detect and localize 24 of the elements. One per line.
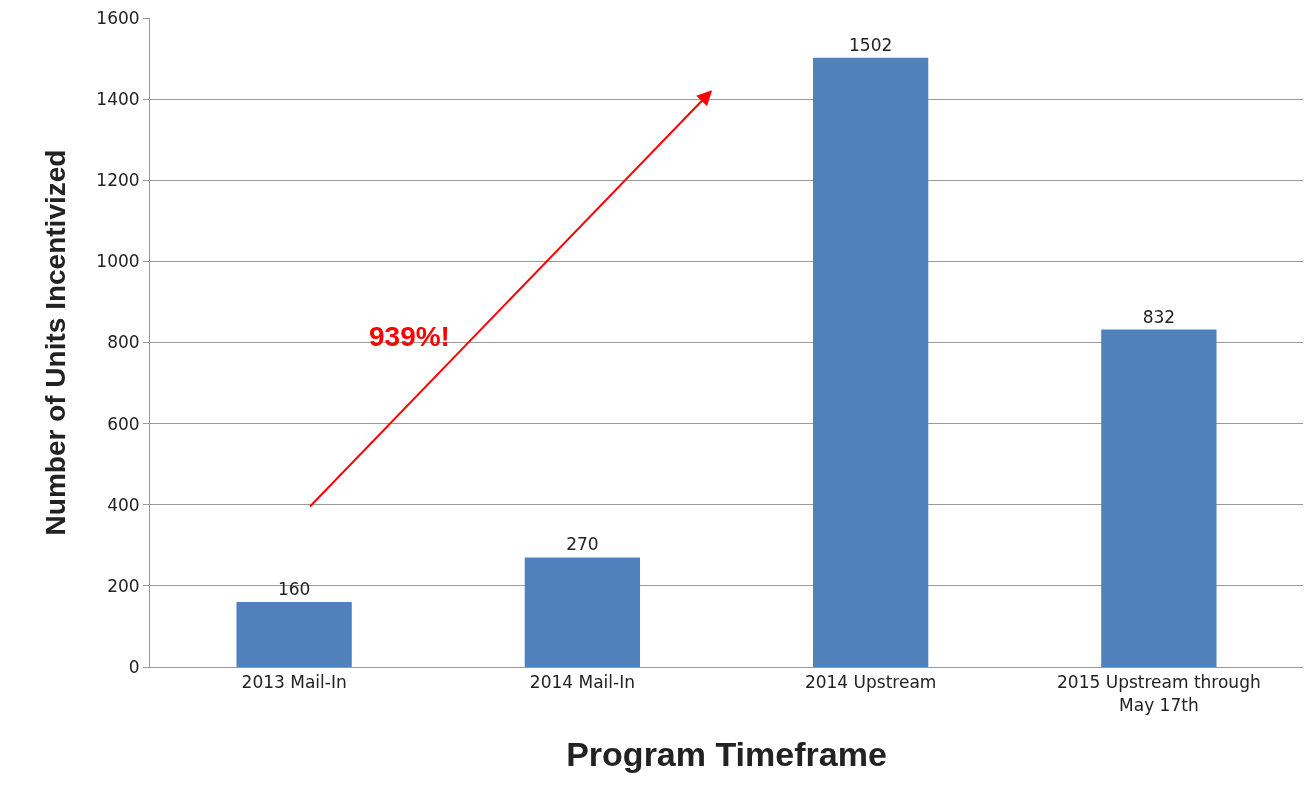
- y-tick-label: 1600: [96, 7, 140, 28]
- y-tick-label: 400: [107, 494, 140, 515]
- y-tick-label: 1000: [96, 251, 140, 272]
- y-tick-label: 1200: [96, 170, 140, 191]
- x-tick-label: 2013 Mail-In: [241, 672, 347, 693]
- data-label: 832: [1142, 306, 1176, 327]
- y-axis-title: Number of Units Incentivized: [40, 149, 72, 536]
- y-tick-label: 800: [107, 332, 140, 353]
- data-label: 270: [566, 534, 599, 555]
- y-tick-label: 600: [107, 413, 140, 434]
- y-tick-label: 0: [128, 656, 140, 677]
- y-tick-label: 200: [107, 575, 140, 596]
- x-tick-label: 2014 Mail-In: [529, 672, 635, 693]
- y-tick-label: 1400: [96, 89, 140, 110]
- bar: [1101, 329, 1217, 667]
- bar: [524, 557, 641, 667]
- x-axis-title: Program Timeframe: [566, 734, 887, 773]
- x-tick-label: 2014 Upstream: [804, 672, 937, 693]
- bar: [236, 602, 352, 667]
- data-label: 1502: [849, 34, 893, 55]
- x-tick-label: 2015 Upstream through May 17th: [1057, 672, 1261, 715]
- annotation: 939%!: [369, 321, 450, 352]
- bar: [812, 57, 929, 667]
- data-label: 160: [277, 579, 311, 600]
